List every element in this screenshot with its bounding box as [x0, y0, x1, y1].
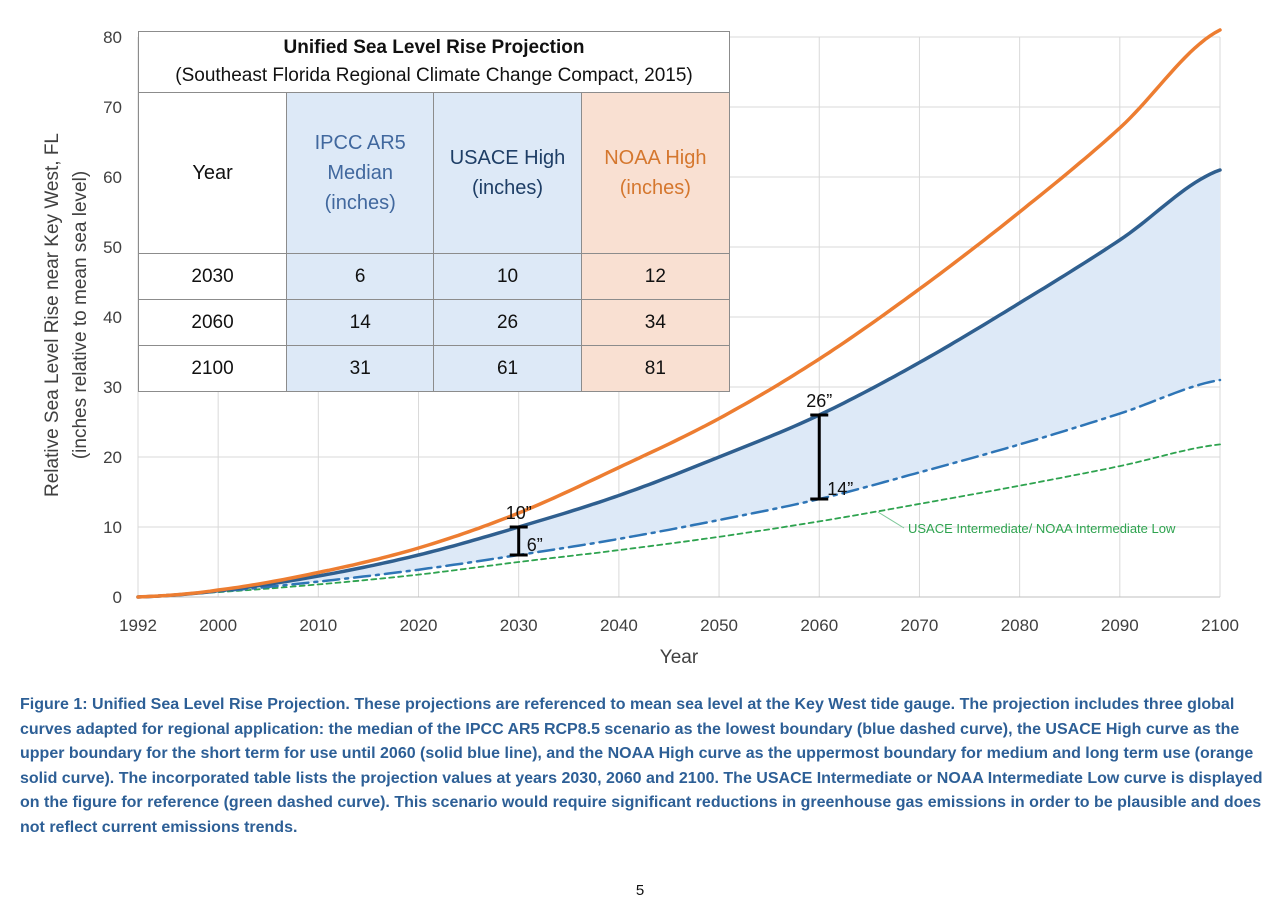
table-header-line: (inches)	[324, 192, 396, 214]
table-cell-usace: 26	[433, 299, 582, 346]
series-line-usace-intermediate	[137, 443, 1221, 598]
shaded-band-area	[138, 170, 1220, 597]
table-cell-ipcc: 6	[286, 253, 435, 300]
y-tick-label: 0	[113, 588, 122, 607]
table-header-line: USACE High	[449, 147, 566, 169]
y-axis-title: Relative Sea Level Rise near Key West, F…	[42, 133, 63, 497]
x-tick-label: 1992	[119, 616, 157, 635]
x-tick-label: 2070	[901, 616, 939, 635]
usace-intermediate-label: USACE Intermediate/ NOAA Intermediate Lo…	[908, 521, 1176, 536]
table-row: 2060 14 26 34	[137, 299, 731, 346]
table-cell-usace: 61	[433, 345, 582, 392]
x-tick-label: 2030	[500, 616, 538, 635]
table-header-line: NOAA High	[604, 147, 707, 169]
table-cell-year: 2100	[137, 345, 288, 392]
header-usace: USACE High (inches)	[433, 92, 582, 254]
x-tick-label: 2090	[1101, 616, 1139, 635]
table-row: 2100 31 61 81	[137, 345, 731, 392]
range-label-low: 14”	[827, 479, 853, 499]
range-label-high: 10”	[506, 503, 532, 523]
x-axis-title: Year	[660, 647, 699, 668]
y-tick-label: 10	[103, 518, 122, 537]
y-tick-label: 60	[103, 168, 122, 187]
table-cell-ipcc: 14	[286, 299, 435, 346]
table-cell-year: 2060	[137, 299, 288, 346]
projection-table: Unified Sea Level Rise Projection (South…	[137, 31, 731, 392]
y-tick-label: 80	[103, 28, 122, 47]
y-axis-subtitle: (inches relative to mean sea level)	[70, 171, 91, 459]
table-header-line: IPCC AR5	[314, 132, 406, 154]
x-tick-label: 2000	[199, 616, 237, 635]
figure-caption: Figure 1: Unified Sea Level Rise Project…	[20, 696, 1263, 836]
table-header-row: Year IPCC AR5 Median (inches) USACE High (i…	[137, 92, 731, 254]
table-header-line: Median	[327, 162, 393, 184]
table-cell-noaa: 12	[580, 253, 731, 300]
y-tick-label: 40	[103, 308, 122, 327]
range-label-high: 26”	[806, 391, 832, 411]
x-tick-label: 2020	[400, 616, 438, 635]
table-header-line: Year	[192, 162, 233, 184]
y-tick-label: 50	[103, 238, 122, 257]
series-line-usace-high	[136, 168, 1222, 599]
chart-annotations: 10” 6” 26” 14”	[506, 391, 905, 557]
series-line-noaa-high	[136, 28, 1222, 599]
table-title-cell: Unified Sea Level Rise Projection (South…	[138, 31, 730, 93]
header-ipcc: IPCC AR5 Median (inches)	[286, 92, 435, 254]
x-tick-label: 2060	[800, 616, 838, 635]
x-tick-label: 2010	[299, 616, 337, 635]
header-noaa: NOAA High (inches)	[580, 92, 731, 254]
y-tick-label: 70	[103, 98, 122, 117]
table-cell-noaa: 34	[580, 299, 731, 346]
x-tick-label: 2080	[1001, 616, 1039, 635]
header-year: Year	[137, 92, 288, 254]
table-header-line: (inches)	[471, 177, 544, 199]
table-cell-usace: 10	[433, 253, 582, 300]
x-tick-label: 2040	[600, 616, 638, 635]
page-number: 5	[635, 882, 645, 899]
table-subtitle: (Southeast Florida Regional Climate Chan…	[175, 65, 693, 86]
table-cell-noaa: 81	[580, 345, 731, 392]
chart-series	[136, 28, 1222, 599]
green-label-leader	[877, 511, 905, 529]
x-tick-label: 2050	[700, 616, 738, 635]
x-tick-label: 2100	[1201, 616, 1239, 635]
shaded-band	[138, 170, 1220, 597]
table-cell-ipcc: 31	[286, 345, 435, 392]
y-tick-label: 30	[103, 378, 122, 397]
table-title: Unified Sea Level Rise Projection	[283, 37, 585, 58]
table-row: 2030 6 10 12	[137, 253, 731, 300]
table-cell-year: 2030	[137, 253, 288, 300]
range-label-low: 6”	[527, 535, 543, 555]
y-tick-label: 20	[103, 448, 122, 467]
table-header-line: (inches)	[619, 177, 691, 199]
series-line-ipcc-ar5-median	[136, 378, 1222, 599]
